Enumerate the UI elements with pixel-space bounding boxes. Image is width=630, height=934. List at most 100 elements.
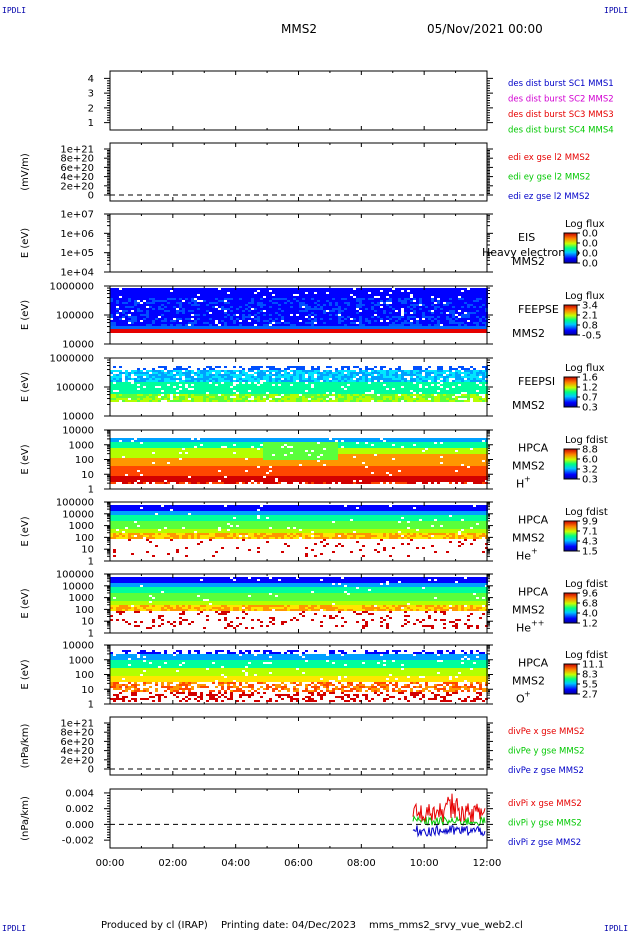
- spectrogram-cell: [254, 388, 257, 390]
- spectrogram-cell: [266, 302, 269, 304]
- spectrogram-cell: [302, 442, 305, 444]
- spectrogram-cell: [149, 384, 152, 386]
- spectrogram-cell: [140, 390, 143, 392]
- spectrogram-cell: [200, 384, 203, 386]
- spectrogram-cell: [383, 310, 386, 312]
- spectrogram-cell: [299, 294, 302, 296]
- spectrogram-cell: [149, 288, 152, 290]
- spectrogram-cell: [131, 386, 134, 388]
- spectrogram-cell: [254, 368, 257, 370]
- spectrogram-cell: [350, 396, 353, 398]
- spectrogram-cell: [413, 438, 416, 440]
- spectrogram-cell: [212, 304, 215, 306]
- spectrogram-cell: [269, 296, 272, 298]
- spectrogram-cell: [434, 398, 437, 400]
- spectrogram-cell: [278, 318, 281, 320]
- spectrogram-cell: [164, 384, 167, 386]
- spectrogram-cell: [428, 318, 431, 320]
- spectrogram-cell: [314, 380, 317, 382]
- spectrogram-cell: [311, 394, 314, 396]
- spectrogram-cell: [260, 302, 263, 304]
- spectrogram-cell: [455, 288, 458, 290]
- spectrogram-cell: [359, 378, 362, 380]
- spectrogram-cell: [386, 300, 389, 302]
- spectrogram-cell: [125, 376, 128, 378]
- spectrogram-cell: [158, 310, 161, 312]
- spacecraft-label: MMS2: [512, 255, 545, 268]
- spectrogram-cell: [395, 292, 398, 294]
- y-tick-label: 10000: [62, 426, 94, 437]
- spectrogram-cell: [386, 386, 389, 388]
- spectrogram-cell: [311, 438, 314, 440]
- spectrogram-cell: [143, 398, 146, 400]
- spectrogram-cell: [362, 318, 365, 320]
- spectrogram-cell: [194, 438, 197, 440]
- spectrogram-cell: [440, 322, 443, 324]
- spectrogram-cell: [410, 388, 413, 390]
- spectrogram-cell: [119, 294, 122, 296]
- spectrogram-cell: [458, 288, 461, 290]
- spectrogram-cell: [131, 298, 134, 300]
- spectrogram-cell: [161, 398, 164, 400]
- spectrogram-cell: [317, 316, 320, 318]
- spectrogram-cell: [443, 398, 446, 400]
- spectrogram-cell: [407, 324, 410, 326]
- spectrogram-cell: [146, 376, 149, 378]
- spectrogram-cell: [119, 442, 122, 444]
- spectrogram-cell: [407, 372, 410, 374]
- spectrogram-cell: [344, 312, 347, 314]
- spectrogram-cell: [245, 374, 248, 376]
- spectrogram-cell: [299, 378, 302, 380]
- spectrogram-cell: [467, 318, 470, 320]
- spectrogram-cell: [182, 294, 185, 296]
- spectrogram-cell: [164, 368, 167, 370]
- spectrogram-cell: [482, 384, 485, 386]
- spectrogram-cell: [212, 318, 215, 320]
- spectrogram-cell: [380, 304, 383, 306]
- spectrogram-cell: [467, 294, 470, 296]
- spectrogram-cell: [167, 378, 170, 380]
- y-tick-label: 1: [88, 118, 94, 129]
- spectrogram-cell: [191, 302, 194, 304]
- spectrogram-cell: [452, 376, 455, 378]
- spectrogram-cell: [458, 376, 461, 378]
- spectrogram-cell: [200, 372, 203, 374]
- spectrogram-cell: [380, 298, 383, 300]
- spectrogram-cell: [266, 366, 269, 368]
- spectrogram-cell: [224, 292, 227, 294]
- spectrogram-cell: [449, 302, 452, 304]
- spectrogram-cell: [371, 318, 374, 320]
- spectrogram-cell: [299, 290, 302, 292]
- spectrogram-cell: [278, 372, 281, 374]
- spectrogram-cell: [461, 292, 464, 294]
- spectrogram-cell: [323, 304, 326, 306]
- spectrogram-cell: [434, 438, 437, 440]
- spectrogram-cell: [458, 306, 461, 308]
- spectrogram-cell: [308, 376, 311, 378]
- spectrogram-cell: [212, 390, 215, 392]
- spectrogram-cell: [170, 388, 173, 390]
- spectrogram-cell: [149, 438, 152, 440]
- spectrogram-cell: [119, 438, 122, 440]
- spectrogram-cell: [347, 290, 350, 292]
- spectrogram-cell: [326, 378, 329, 380]
- spectrogram-cell: [173, 378, 176, 380]
- spectrogram-cell: [203, 316, 206, 318]
- spectrogram-cell: [332, 298, 335, 300]
- spectrogram-cell: [152, 312, 155, 314]
- spectrogram-cell: [134, 304, 137, 306]
- spectrogram-cell: [200, 398, 203, 400]
- spectrogram-cell: [431, 292, 434, 294]
- spectrogram-cell: [134, 306, 137, 308]
- spectrogram-cell: [200, 388, 203, 390]
- spectrogram-cell: [380, 400, 383, 402]
- spectrogram-cell: [218, 392, 221, 394]
- spectrogram-cell: [482, 300, 485, 302]
- spectrogram-cell: [314, 390, 317, 392]
- spectrogram-cell: [146, 294, 149, 296]
- spectrogram-cell: [455, 302, 458, 304]
- spectrogram-cell: [182, 302, 185, 304]
- spectrogram-cell: [323, 438, 326, 440]
- spectrogram-cell: [398, 288, 401, 290]
- spectrogram-cell: [260, 390, 263, 392]
